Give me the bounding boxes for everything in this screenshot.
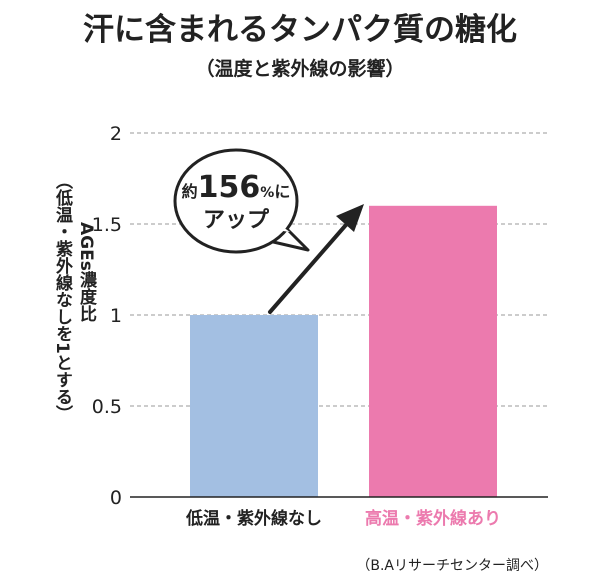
bar-low-temp (190, 315, 318, 497)
callout-tail-cover (262, 218, 290, 232)
bar-high-temp (369, 205, 497, 498)
y-tick-labels: 0 0.5 1 1.5 2 (92, 123, 122, 509)
callout-number: 156 (198, 170, 261, 205)
y-tick-label: 1 (110, 305, 122, 327)
y-axis-label: AGEs濃度比 (76, 222, 97, 323)
category-label-high: 高温・紫外線あり (365, 508, 501, 529)
callout-line-2: アップ (203, 208, 270, 233)
increase-arrow (268, 216, 354, 314)
category-label-low: 低温・紫外線なし (185, 508, 322, 529)
callout-bubble: 約156%に アップ (173, 148, 310, 254)
increase-arrow-head (336, 204, 364, 232)
chart-subtitle: （温度と紫外線の影響） (195, 57, 404, 80)
chart-title: 汗に含まれるタンパク質の糖化 (83, 12, 517, 48)
y-tick-label: 2 (110, 123, 122, 145)
callout-unit: % (260, 185, 274, 201)
y-tick-label: 0.5 (92, 396, 122, 418)
callout-prefix: 約 (182, 182, 198, 201)
callout-line-1: 約156%に (182, 170, 291, 205)
y-axis-note: （低温・紫外線なしを1とする） (52, 172, 74, 422)
source-note: （B.Aリサーチセンター調べ） (356, 558, 548, 574)
callout-suffix: に (274, 182, 290, 201)
y-tick-label: 1.5 (92, 214, 122, 236)
y-tick-label: 0 (110, 487, 122, 509)
